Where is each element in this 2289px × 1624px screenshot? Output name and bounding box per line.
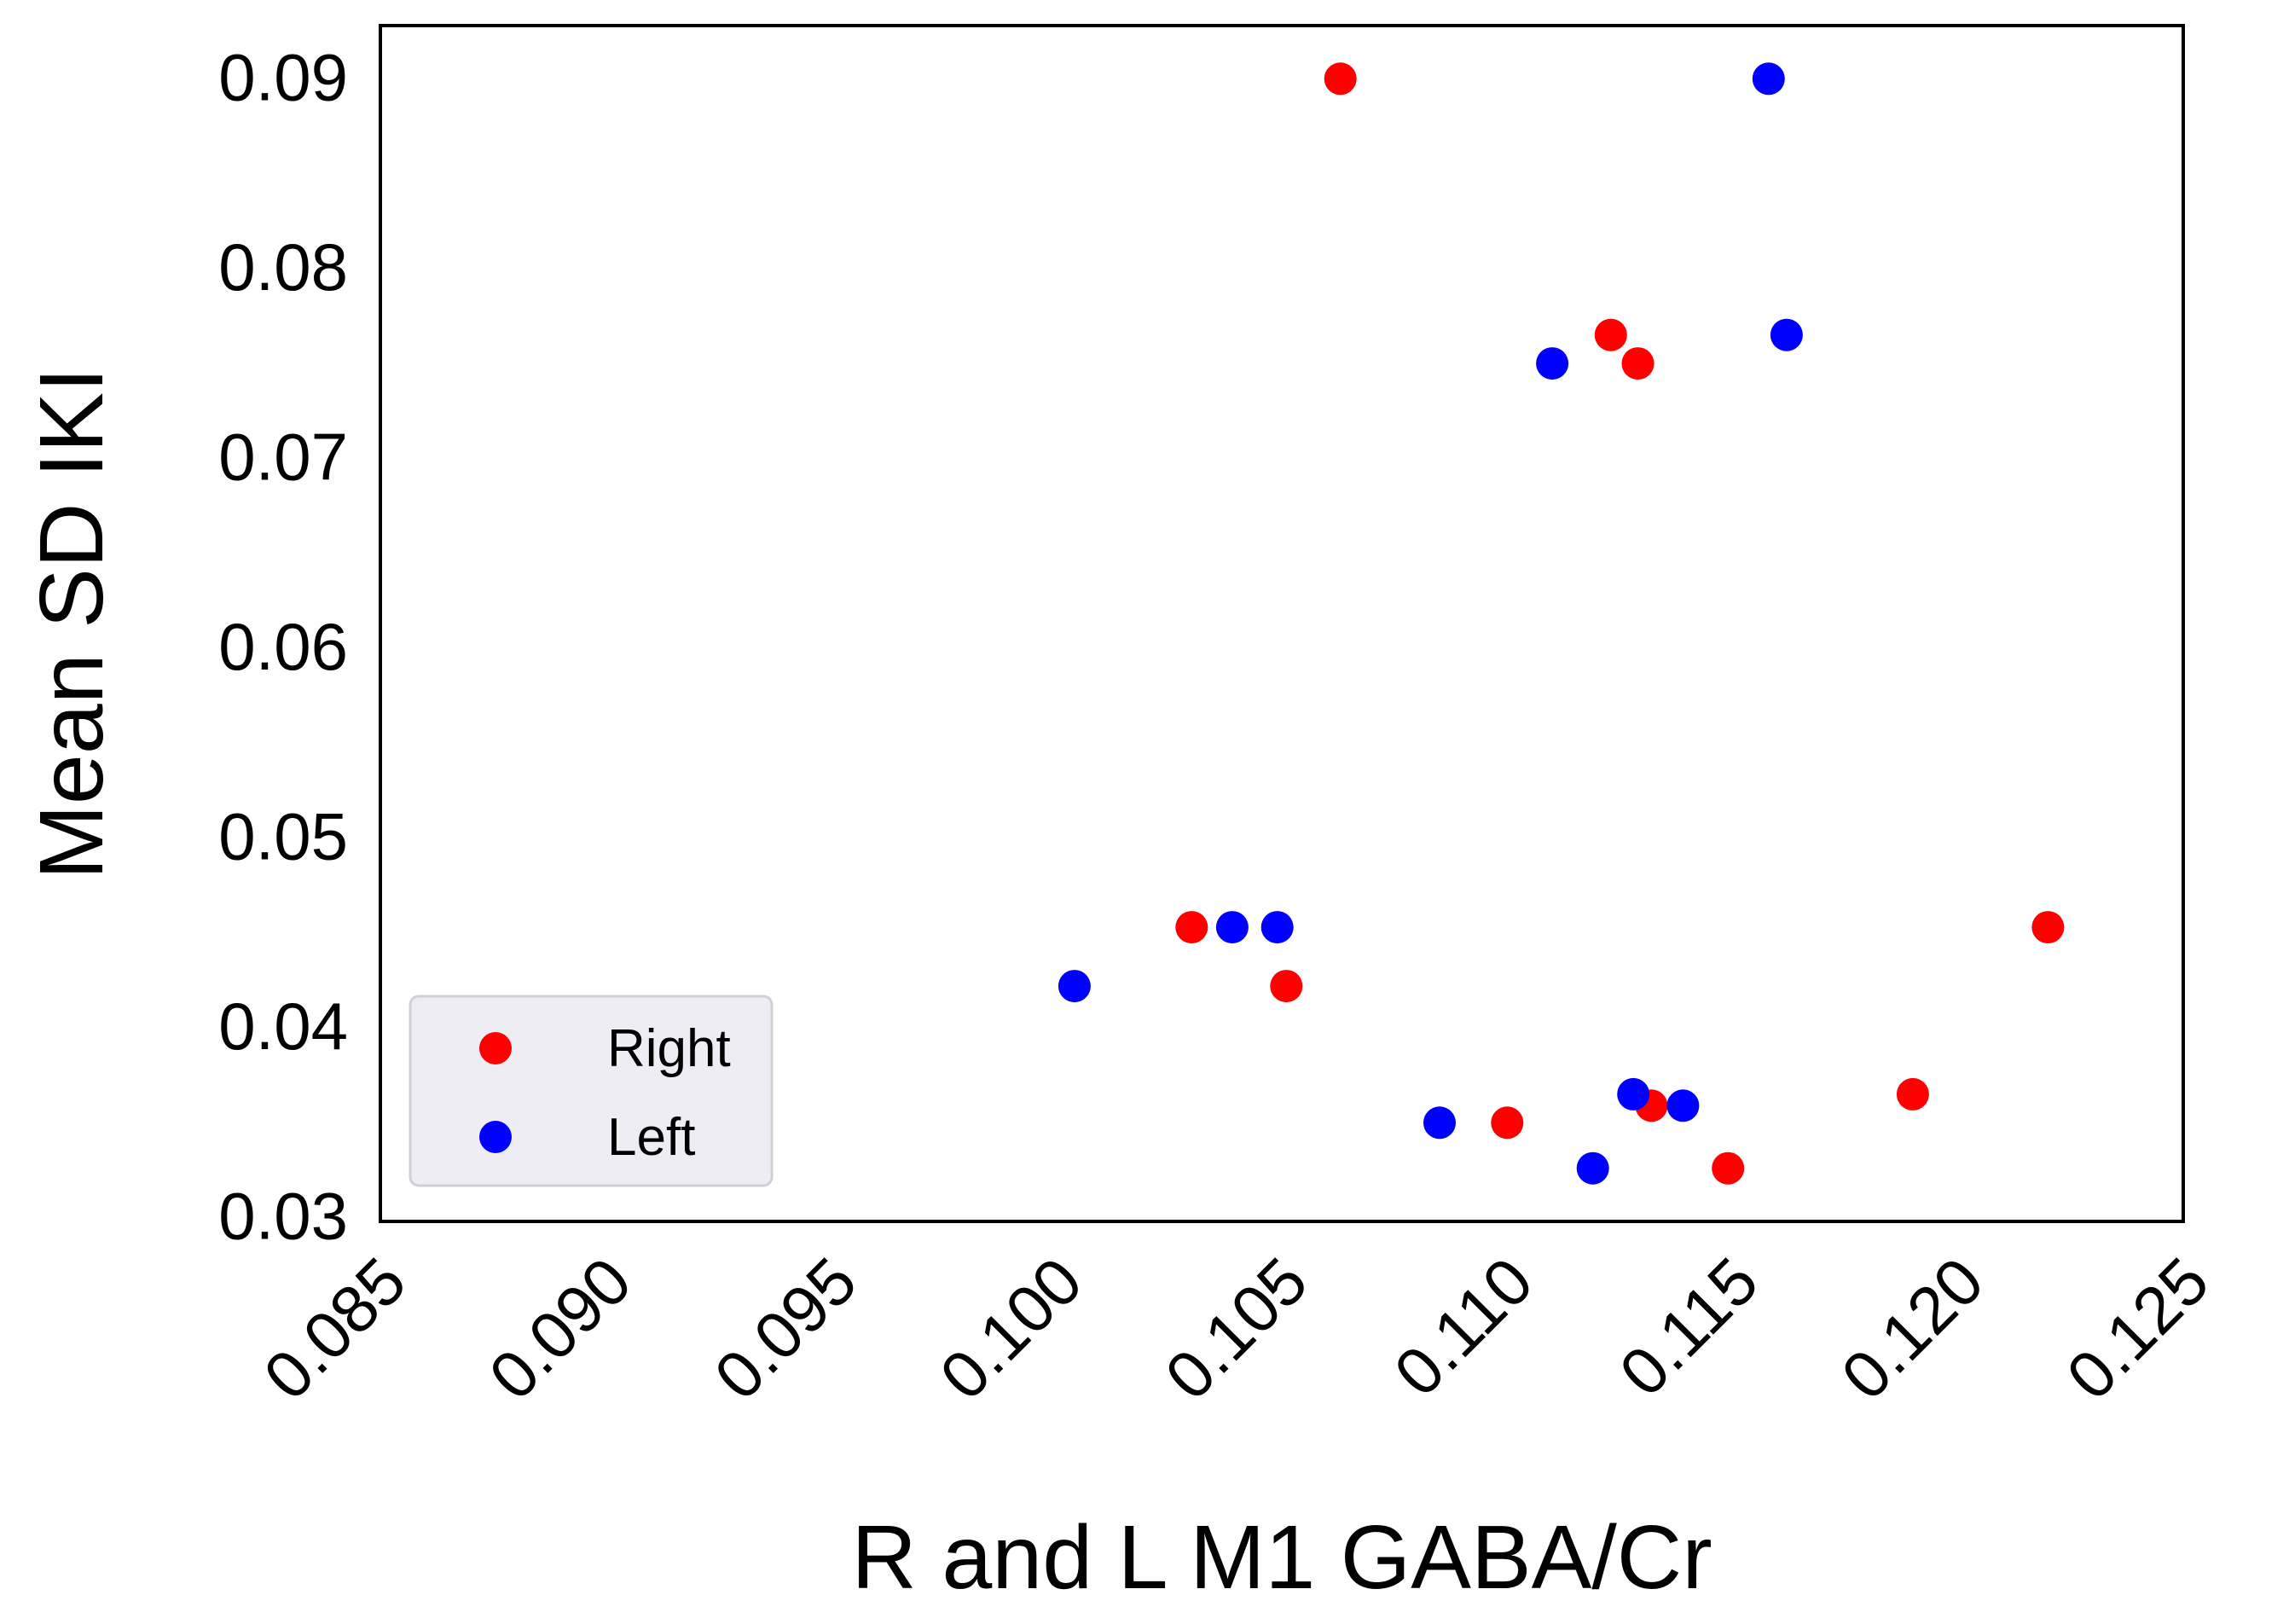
point-left-4: [1260, 911, 1294, 944]
y-tick-label-1: 0.04: [218, 989, 348, 1064]
point-right-4: [1270, 970, 1303, 1003]
point-left-9: [1666, 1089, 1700, 1122]
point-left-0: [1752, 62, 1785, 96]
point-left-6: [1423, 1106, 1456, 1140]
point-right-9: [2031, 911, 2065, 944]
legend-label-left: Left: [607, 1108, 695, 1167]
y-axis-ticks: 0.03 0.04 0.05 0.06 0.07 0.08 0.09: [218, 39, 348, 1253]
x-axis-title: R and L M1 GABA/Cr: [851, 1507, 1712, 1608]
y-tick-label-0: 0.03: [218, 1179, 348, 1254]
y-axis-title: Mean SD IKI: [21, 368, 122, 880]
y-tick-label-4: 0.07: [218, 419, 348, 494]
point-right-1: [1594, 318, 1627, 351]
point-left-3: [1215, 911, 1249, 944]
point-right-3: [1175, 911, 1208, 944]
legend-marker-right: [479, 1032, 512, 1064]
legend-label-right: Right: [607, 1019, 731, 1078]
legend-marker-left: [479, 1121, 512, 1153]
y-tick-label-3: 0.06: [218, 609, 348, 684]
y-tick-label-5: 0.08: [218, 229, 348, 304]
point-left-2: [1536, 347, 1569, 380]
point-left-7: [1576, 1151, 1609, 1185]
point-right-2: [1621, 347, 1654, 380]
point-left-1: [1770, 318, 1803, 351]
point-right-0: [1324, 62, 1357, 96]
point-right-5: [1491, 1106, 1524, 1140]
legend: Right Left: [409, 995, 774, 1187]
data-points: [1058, 62, 2065, 1185]
point-left-5: [1058, 970, 1091, 1003]
y-tick-label-6: 0.09: [218, 39, 348, 114]
point-right-8: [1896, 1077, 1929, 1111]
point-right-7: [1712, 1151, 1745, 1185]
point-left-8: [1617, 1077, 1650, 1111]
y-tick-label-2: 0.05: [218, 799, 348, 874]
